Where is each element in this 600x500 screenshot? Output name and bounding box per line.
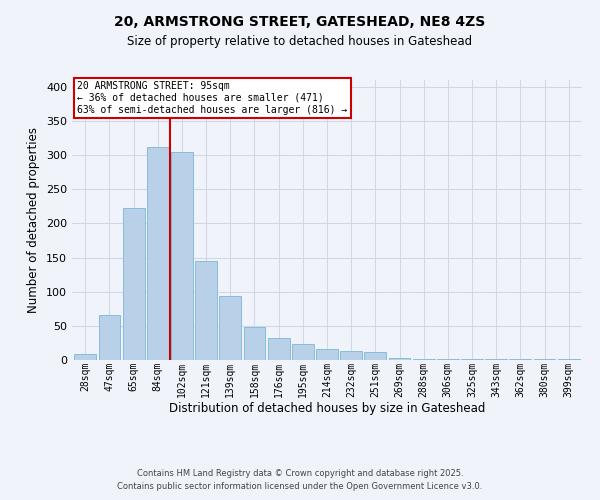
Bar bbox=[437, 358, 459, 360]
Bar bbox=[220, 296, 241, 360]
Bar bbox=[340, 351, 362, 360]
Bar bbox=[364, 352, 386, 360]
Bar bbox=[244, 327, 265, 360]
Bar bbox=[74, 354, 96, 360]
Bar bbox=[147, 147, 169, 360]
Bar bbox=[123, 208, 145, 360]
Bar bbox=[171, 152, 193, 360]
Bar bbox=[98, 315, 121, 360]
Bar bbox=[292, 344, 314, 360]
Bar bbox=[389, 358, 410, 360]
Bar bbox=[195, 261, 217, 360]
X-axis label: Distribution of detached houses by size in Gateshead: Distribution of detached houses by size … bbox=[169, 402, 485, 415]
Bar bbox=[413, 358, 434, 360]
Text: Contains public sector information licensed under the Open Government Licence v3: Contains public sector information licen… bbox=[118, 482, 482, 491]
Bar bbox=[268, 338, 290, 360]
Text: 20 ARMSTRONG STREET: 95sqm
← 36% of detached houses are smaller (471)
63% of sem: 20 ARMSTRONG STREET: 95sqm ← 36% of deta… bbox=[77, 82, 347, 114]
Text: Size of property relative to detached houses in Gateshead: Size of property relative to detached ho… bbox=[127, 35, 473, 48]
Text: Contains HM Land Registry data © Crown copyright and database right 2025.: Contains HM Land Registry data © Crown c… bbox=[137, 468, 463, 477]
Y-axis label: Number of detached properties: Number of detached properties bbox=[28, 127, 40, 313]
Text: 20, ARMSTRONG STREET, GATESHEAD, NE8 4ZS: 20, ARMSTRONG STREET, GATESHEAD, NE8 4ZS bbox=[115, 15, 485, 29]
Bar bbox=[316, 349, 338, 360]
